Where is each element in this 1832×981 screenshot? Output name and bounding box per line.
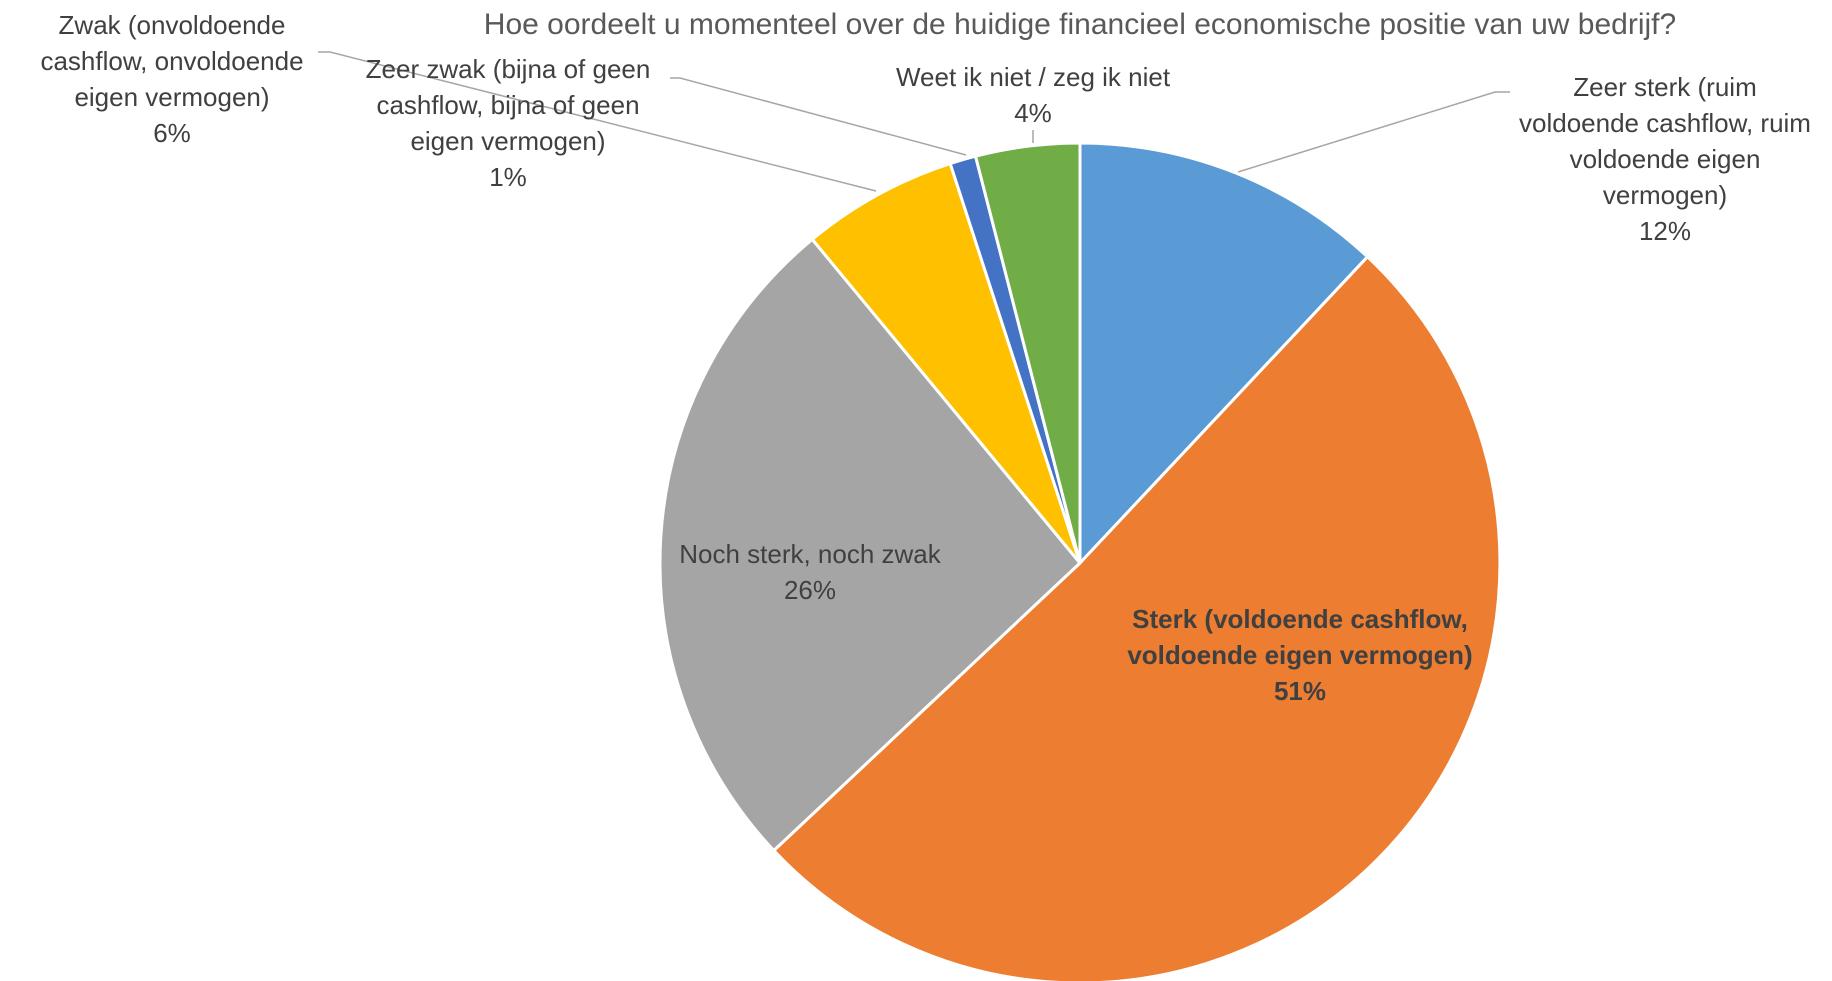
pie-slice-1 [1078,141,1370,565]
pie-slice-2 [772,255,1502,981]
data-label-text: Zeer zwak (bijna of geen [366,54,651,84]
data-label-value: 12% [1639,216,1691,246]
data-label-text: cashflow, bijna of geen [376,90,639,120]
data-label-text: Zwak (onvoldoende [59,10,286,40]
data-label-text: cashflow, onvoldoende [40,46,303,76]
data-label-3: Noch sterk, noch zwak 26% [679,539,942,605]
pie-slices [658,141,1502,981]
leader-line-4 [318,51,877,192]
data-label-text: eigen vermogen) [74,82,269,112]
pie-slice-4 [810,162,1082,565]
data-label-text: Noch sterk, noch zwak [679,539,942,569]
data-label-text: eigen vermogen) [410,126,605,156]
data-label-2: Sterk (voldoende cashflow, voldoende eige… [1127,604,1472,706]
leader-lines [318,51,1510,192]
data-label-value: 6% [153,118,191,148]
pie-slice-6 [974,141,1082,565]
data-label-value: 26% [784,575,836,605]
data-label-text: voldoende eigen [1570,144,1761,174]
data-label-text: Sterk (voldoende cashflow, [1132,604,1468,634]
data-label-text: vermogen) [1603,180,1727,210]
data-label-text: voldoende eigen vermogen) [1127,640,1472,670]
data-labels: Zeer sterk (ruim voldoende cashflow, ruim… [40,10,1811,706]
chart-title: Hoe oordeelt u momenteel over de huidige… [484,8,1676,41]
data-label-text: voldoende cashflow, ruim [1519,108,1811,138]
data-label-value: 1% [489,162,527,192]
pie-slice-3 [658,237,1082,853]
data-label-5: Zeer zwak (bijna of geen cashflow, bijna … [366,54,651,192]
data-label-4: Zwak (onvoldoende cashflow, onvoldoende ei… [40,10,303,148]
leader-line-1 [1237,91,1510,173]
data-label-value: 51% [1274,676,1326,706]
leader-line-5 [670,77,967,156]
data-label-text: Weet ik niet / zeg ik niet [896,62,1171,92]
data-label-text: Zeer sterk (ruim [1573,72,1756,102]
data-label-1: Zeer sterk (ruim voldoende cashflow, ruim… [1519,72,1811,246]
data-label-value: 4% [1014,98,1052,128]
data-label-6: Weet ik niet / zeg ik niet 4% [896,62,1171,128]
